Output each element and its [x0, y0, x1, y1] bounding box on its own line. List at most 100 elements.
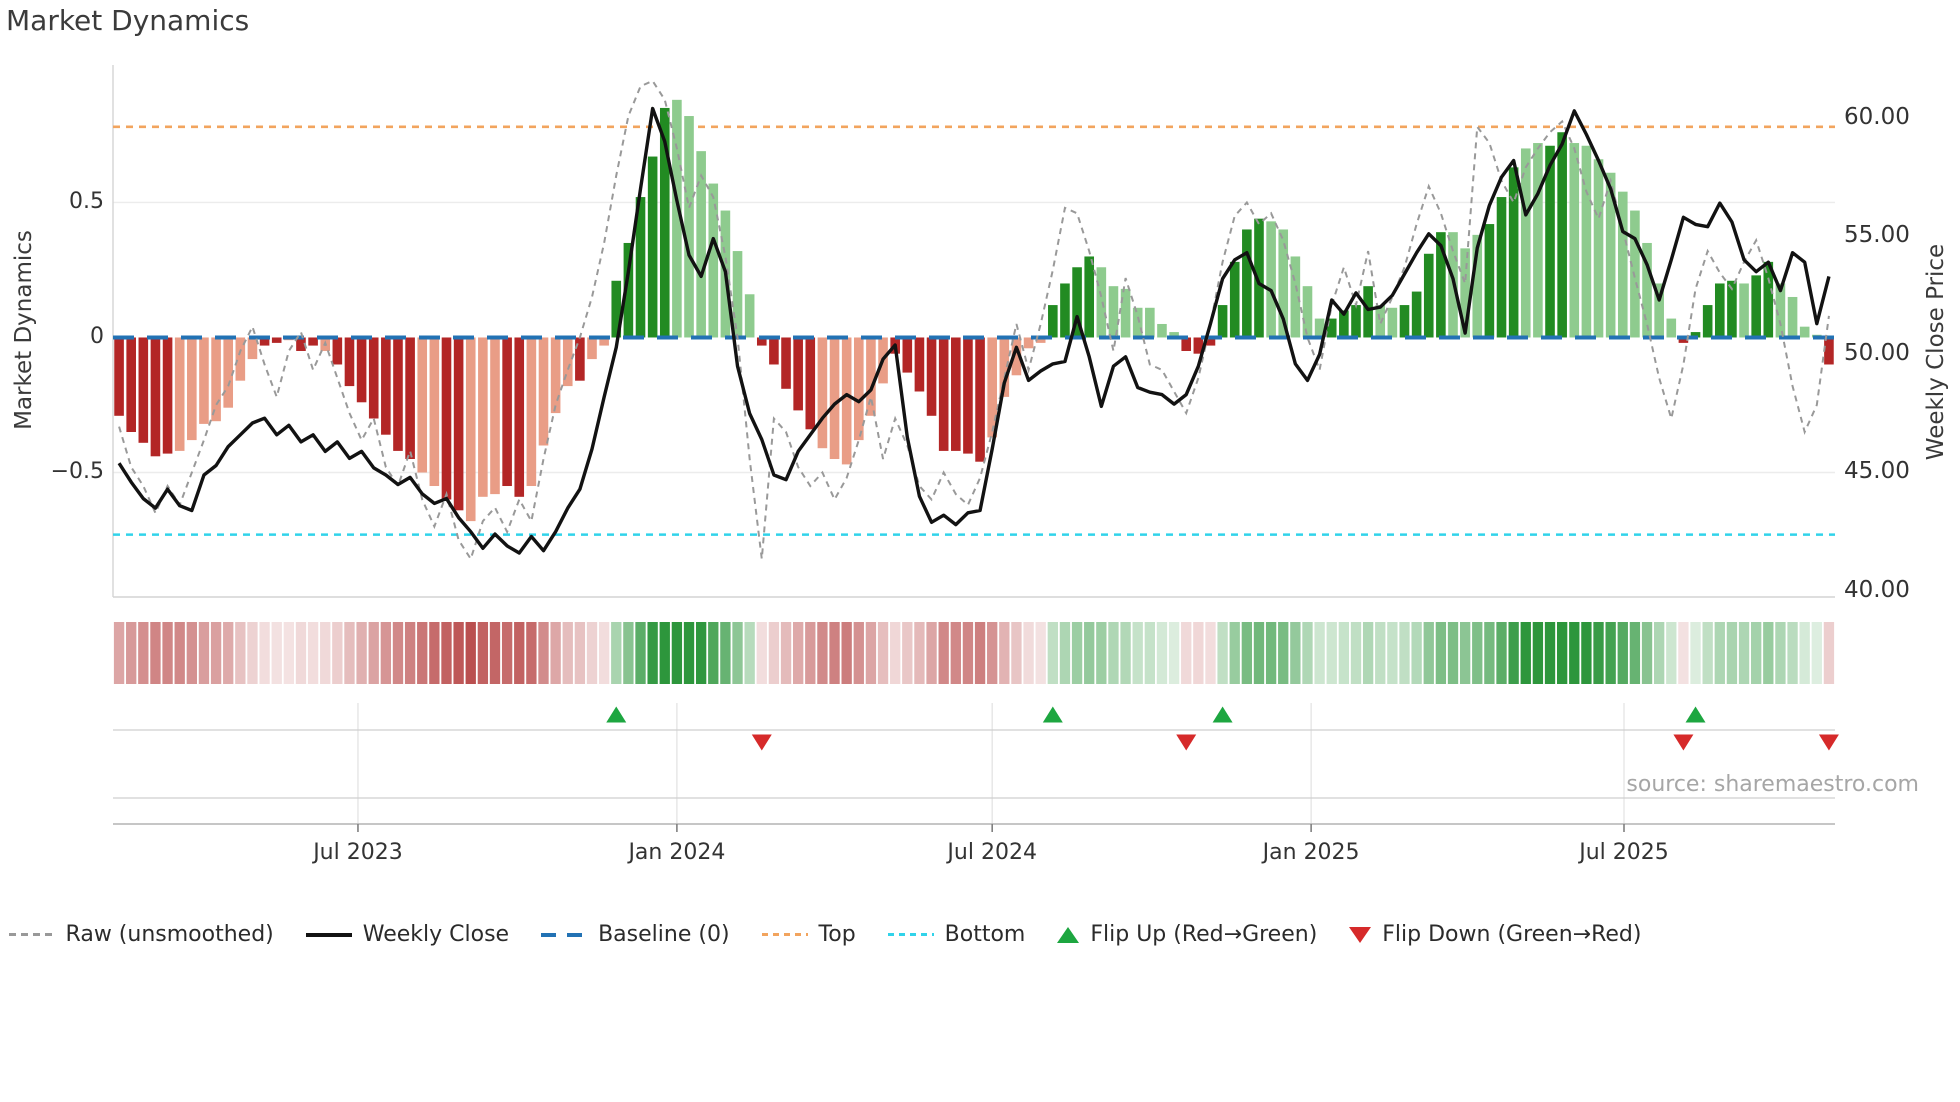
- heatmap-cell: [1447, 622, 1459, 684]
- oscillator-bar: [769, 337, 779, 365]
- heatmap-cell: [1508, 622, 1519, 684]
- x-tick-jul-2023: Jul 2023: [313, 840, 403, 865]
- heatmap-cell: [829, 622, 840, 684]
- heatmap-cell: [550, 622, 561, 684]
- oscillator-bar: [1714, 283, 1725, 338]
- heatmap-cell: [1811, 622, 1822, 684]
- heatmap-cell: [1011, 622, 1022, 684]
- oscillator-bar: [502, 337, 512, 487]
- legend-item-flip-down: Flip Down (Green→Red): [1349, 922, 1641, 947]
- heatmap-cell: [805, 622, 816, 684]
- heatmap-cell: [1435, 622, 1447, 684]
- legend-label-flip-up: Flip Up (Red→Green): [1090, 922, 1318, 947]
- heatmap-cell: [1314, 622, 1325, 684]
- oscillator-bar: [1278, 229, 1289, 338]
- heatmap-cell: [865, 622, 877, 684]
- legend-label-flip-down: Flip Down (Green→Red): [1382, 922, 1642, 947]
- heatmap-cell: [1326, 622, 1337, 684]
- heatmap-cell: [1399, 622, 1410, 684]
- oscillator-bar: [393, 337, 403, 451]
- triangle-down-icon: [1349, 926, 1372, 943]
- oscillator-bar: [623, 242, 634, 338]
- heatmap-cell: [477, 622, 489, 684]
- flip-down-marker: [1673, 734, 1694, 751]
- heatmap-cell: [259, 622, 270, 684]
- heatmap-cell: [1629, 622, 1641, 684]
- heatmap-cell: [126, 622, 137, 684]
- heatmap-cell: [974, 622, 986, 684]
- heatmap-cell: [1120, 622, 1131, 684]
- heatmap-cell: [1338, 622, 1350, 684]
- heatmap-cell: [1229, 622, 1240, 684]
- oscillator-bar: [562, 337, 573, 387]
- oscillator-bar: [1290, 256, 1301, 338]
- heatmap-cell: [890, 622, 901, 684]
- heatmap-cell: [271, 622, 282, 684]
- oscillator-bar: [1411, 291, 1422, 338]
- heatmap-cell: [756, 622, 767, 684]
- oscillator-bar: [356, 337, 367, 403]
- heatmap-cell: [598, 622, 610, 684]
- heatmap-cell: [417, 622, 428, 684]
- oscillator-bar: [926, 337, 937, 416]
- heatmap-cell: [514, 622, 525, 684]
- heatmap-cell: [902, 622, 913, 684]
- heatmap-cell: [1132, 622, 1143, 684]
- oscillator-bar: [829, 337, 840, 460]
- heatmap-cell: [1278, 622, 1289, 684]
- heatmap-cell: [489, 622, 501, 684]
- oscillator-bar: [490, 337, 500, 495]
- heatmap-cell: [1581, 622, 1592, 684]
- heatmap-cell: [1035, 622, 1046, 684]
- heatmap-cell: [586, 622, 598, 684]
- heatmap-cell: [1799, 622, 1810, 684]
- heatmap-cell: [1193, 622, 1204, 684]
- oscillator-bar: [684, 116, 694, 338]
- heatmap-cell: [1387, 622, 1398, 684]
- heatmap-cell: [1350, 622, 1362, 684]
- x-tick-jul-2025: Jul 2025: [1579, 840, 1669, 865]
- heatmap-cell: [283, 622, 295, 684]
- heatmap-cell: [695, 622, 707, 684]
- heatmap-cell: [538, 622, 549, 684]
- heatmap-cell: [1593, 622, 1604, 684]
- heatmap-cell: [792, 622, 804, 684]
- oscillator-bar: [659, 107, 670, 338]
- heatmap-cell: [1047, 622, 1058, 684]
- heatmap-cell: [720, 622, 731, 684]
- oscillator-bar: [478, 337, 488, 497]
- oscillator-bar: [344, 337, 355, 387]
- heatmap-cell: [368, 622, 379, 684]
- flip-up-marker: [1042, 706, 1063, 723]
- oscillator-bar: [332, 337, 343, 365]
- heatmap-cell: [1108, 622, 1119, 684]
- oscillator-bar: [1739, 283, 1749, 338]
- oscillator-bar: [1824, 337, 1834, 365]
- oscillator-bar: [1520, 148, 1531, 338]
- heatmap-cell: [683, 622, 695, 684]
- heatmap-cell: [768, 622, 780, 684]
- oscillator-bar: [587, 337, 597, 360]
- heatmap-cell: [1265, 622, 1277, 684]
- oscillator-bar: [162, 337, 173, 454]
- heatmap-cell: [356, 622, 367, 684]
- heatmap-cell: [501, 622, 513, 684]
- heatmap-cell: [186, 622, 197, 684]
- oscillator-bar: [999, 337, 1010, 397]
- oscillator-bar: [1217, 305, 1228, 338]
- heatmap-cell: [429, 622, 440, 684]
- oscillator-bar: [1266, 221, 1276, 338]
- right-tick-45: 45.00: [1844, 458, 1910, 484]
- oscillator-bar: [1145, 307, 1155, 338]
- flip-down-marker: [1176, 734, 1197, 751]
- oscillator-bar: [1108, 286, 1119, 338]
- flip-up-marker: [1685, 706, 1706, 723]
- oscillator-bar: [150, 337, 161, 457]
- heatmap-cell: [198, 622, 210, 684]
- heatmap-cell: [1459, 622, 1471, 684]
- oscillator-bar: [1254, 218, 1264, 338]
- oscillator-bar: [1472, 234, 1483, 338]
- oscillator-bar: [381, 337, 391, 435]
- oscillator-bar: [1302, 286, 1313, 338]
